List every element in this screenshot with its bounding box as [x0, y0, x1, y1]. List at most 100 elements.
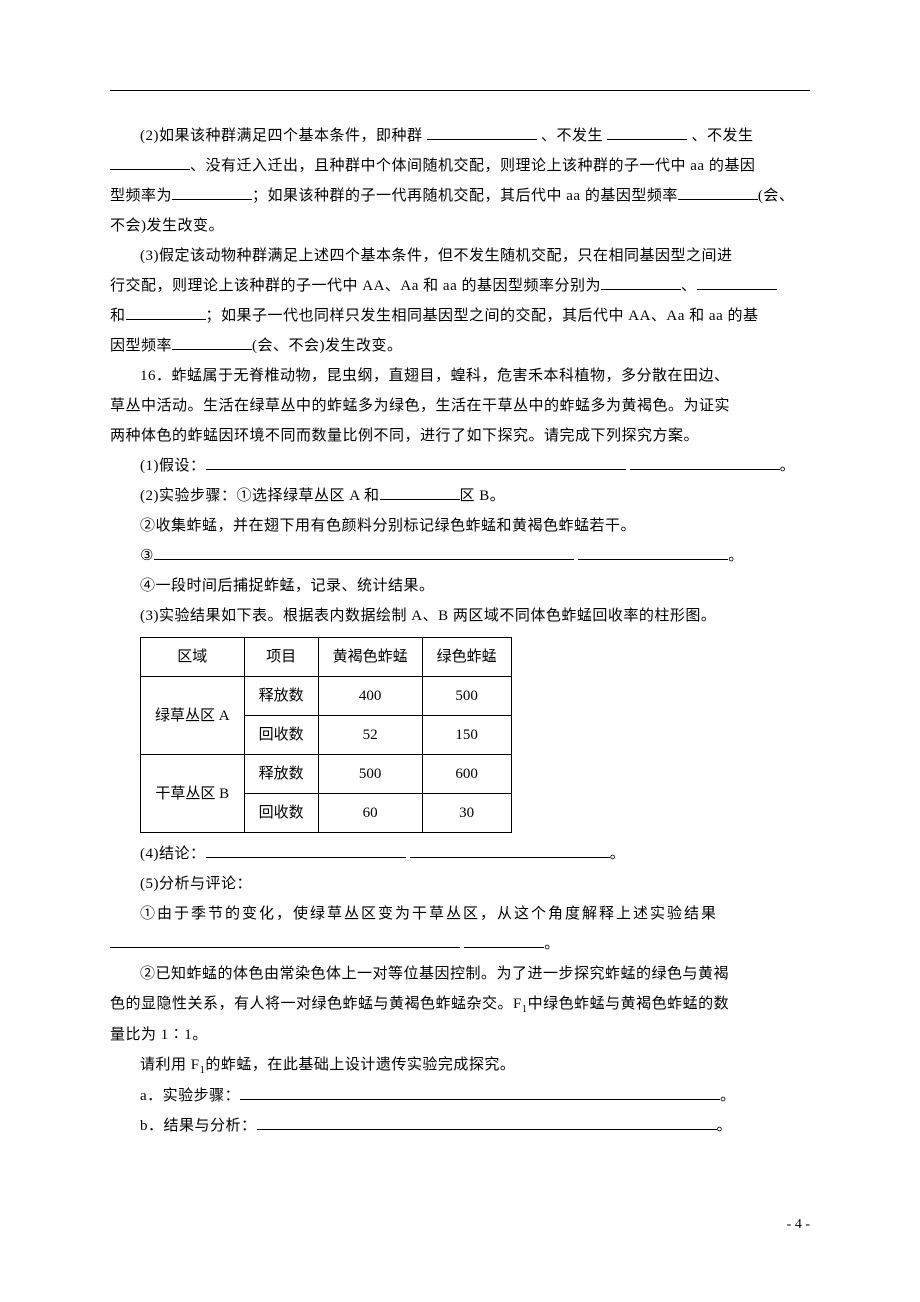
- text: (2)如果该种群满足四个基本条件，即种群: [140, 128, 423, 144]
- col-item: 项目: [244, 638, 318, 677]
- blank: [126, 306, 206, 321]
- cell: 150: [422, 716, 511, 755]
- text: 、不发生: [692, 128, 754, 144]
- step-b: b．结果与分析： 。: [110, 1111, 810, 1141]
- q16-2-3: ③ 。: [110, 541, 810, 571]
- col-brown: 黄褐色蚱蜢: [318, 638, 422, 677]
- cell-region: 绿草丛区 A: [141, 677, 245, 755]
- blank: [110, 156, 190, 171]
- text: (3)实验结果如下表。根据表内数据绘制 A、B 两区域不同体色蚱蜢回收率的柱形图…: [140, 608, 716, 624]
- text: a．实验步骤：: [140, 1088, 240, 1104]
- blank: [206, 844, 406, 859]
- cell: 释放数: [244, 677, 318, 716]
- text: ②收集蚱蜢，并在翅下用有色颜料分别标记绿色蚱蜢和黄褐色蚱蜢若干。: [140, 518, 636, 534]
- text: 。: [610, 846, 626, 862]
- cell: 60: [318, 794, 422, 833]
- cell: 52: [318, 716, 422, 755]
- text: (会、: [758, 188, 795, 204]
- blank: [172, 186, 252, 201]
- q15-2-line2: 、没有迁入迁出，且种群中个体间随机交配，则理论上该种群的子一代中 aa 的基因: [110, 151, 810, 181]
- cell: 释放数: [244, 755, 318, 794]
- text: 区 B。: [460, 488, 506, 504]
- text: 因型频率: [110, 338, 172, 354]
- text: 。: [720, 1088, 736, 1104]
- table-header-row: 区域 项目 黄褐色蚱蜢 绿色蚱蜢: [141, 638, 512, 677]
- text: (2)实验步骤：①选择绿草丛区 A 和: [140, 488, 380, 504]
- text: (3)假定该动物种群满足上述四个基本条件，但不发生随机交配，只在相同基因型之间进: [140, 248, 733, 264]
- q16-5-1a: ①由于季节的变化，使绿草丛区变为干草丛区，从这个角度解释上述实验结果: [110, 899, 810, 929]
- cell: 600: [422, 755, 511, 794]
- q16-4: (4)结论： 。: [110, 839, 810, 869]
- text: 量比为 1∶1。: [110, 1027, 208, 1043]
- top-rule: [110, 90, 810, 91]
- q16-5-2-line3: 量比为 1∶1。: [110, 1020, 810, 1050]
- blank: [410, 844, 610, 859]
- text: 两种体色的蚱蜢因环境不同而数量比例不同，进行了如下探究。请完成下列探究方案。: [110, 428, 699, 444]
- col-green: 绿色蚱蜢: [422, 638, 511, 677]
- blank: [427, 126, 537, 141]
- text: 、: [681, 278, 697, 294]
- text: 型频率为: [110, 188, 172, 204]
- q15-3-line2: 行交配，则理论上该种群的子一代中 AA、Aa 和 aa 的基因型频率分别为 、: [110, 271, 810, 301]
- cell: 30: [422, 794, 511, 833]
- q15-2-line3: 型频率为 ；如果该种群的子一代再随机交配，其后代中 aa 的基因型频率 (会、: [110, 181, 810, 211]
- q15-3-line3: 和 ；如果子一代也同样只发生相同基因型之间的交配，其后代中 AA、Aa 和 aa …: [110, 301, 810, 331]
- col-region: 区域: [141, 638, 245, 677]
- q16-lead-3: 两种体色的蚱蜢因环境不同而数量比例不同，进行了如下探究。请完成下列探究方案。: [110, 421, 810, 451]
- blank: [380, 486, 460, 501]
- text: 。: [544, 936, 560, 952]
- text: (1)假设：: [140, 458, 206, 474]
- text: (5)分析与评论：: [140, 876, 252, 892]
- blank: [110, 934, 460, 949]
- q16-1: (1)假设： 。: [110, 451, 810, 481]
- text: ④一段时间后捕捉蚱蜢，记录、统计结果。: [140, 578, 435, 594]
- text: 和: [110, 308, 126, 324]
- text: 、没有迁入迁出，且种群中个体间随机交配，则理论上该种群的子一代中 aa 的基因: [190, 158, 755, 174]
- blank: [240, 1086, 720, 1101]
- result-table: 区域 项目 黄褐色蚱蜢 绿色蚱蜢 绿草丛区 A 释放数 400 500 回收数 …: [140, 637, 512, 833]
- cell-region: 干草丛区 B: [141, 755, 245, 833]
- text: 的蚱蜢，在此基础上设计遗传实验完成探究。: [205, 1057, 515, 1073]
- cell: 回收数: [244, 716, 318, 755]
- text: b．结果与分析：: [140, 1118, 257, 1134]
- text: ；如果该种群的子一代再随机交配，其后代中 aa 的基因型频率: [252, 188, 678, 204]
- text: 不会)发生改变。: [110, 218, 224, 234]
- blank: [607, 126, 687, 141]
- q15-2-line1: (2)如果该种群满足四个基本条件，即种群 、不发生 、不发生: [110, 121, 810, 151]
- cell: 500: [422, 677, 511, 716]
- text: 。: [728, 548, 744, 564]
- q16-5-2-line4: 请利用 F1的蚱蜢，在此基础上设计遗传实验完成探究。: [110, 1050, 810, 1081]
- blank: [172, 336, 252, 351]
- cell: 回收数: [244, 794, 318, 833]
- text: (会、不会)发生改变。: [252, 338, 403, 354]
- text: 中绿色蚱蜢与黄褐色蚱蜢的数: [528, 996, 730, 1012]
- table-row: 绿草丛区 A 释放数 400 500: [141, 677, 512, 716]
- text: ；如果子一代也同样只发生相同基因型之间的交配，其后代中 AA、Aa 和 aa 的…: [206, 308, 759, 324]
- blank: [630, 456, 780, 471]
- q15-2-line4: 不会)发生改变。: [110, 211, 810, 241]
- text: ③: [140, 548, 154, 564]
- blank: [206, 456, 626, 471]
- text: 。: [717, 1118, 733, 1134]
- q16-2-1: (2)实验步骤：①选择绿草丛区 A 和 区 B。: [110, 481, 810, 511]
- cell: 400: [318, 677, 422, 716]
- blank: [464, 934, 544, 949]
- text: 请利用 F: [140, 1057, 200, 1073]
- q16-5: (5)分析与评论：: [110, 869, 810, 899]
- q16-5-1b: 。: [110, 929, 810, 959]
- q16-2-2: ②收集蚱蜢，并在翅下用有色颜料分别标记绿色蚱蜢和黄褐色蚱蜢若干。: [110, 511, 810, 541]
- q16-2-4: ④一段时间后捕捉蚱蜢，记录、统计结果。: [110, 571, 810, 601]
- text: 色的显隐性关系，有人将一对绿色蚱蜢与黄褐色蚱蜢杂交。F: [110, 996, 522, 1012]
- text: 16．蚱蜢属于无脊椎动物，昆虫纲，直翅目，蝗科，危害禾本科植物，多分散在田边、: [140, 368, 730, 384]
- step-a: a．实验步骤： 。: [110, 1081, 810, 1111]
- blank: [678, 186, 758, 201]
- q15-3-line4: 因型频率 (会、不会)发生改变。: [110, 331, 810, 361]
- blank: [697, 276, 777, 291]
- q16-5-2-line1: ②已知蚱蜢的体色由常染色体上一对等位基因控制。为了进一步探究蚱蜢的绿色与黄褐: [110, 959, 810, 989]
- text: (4)结论：: [140, 846, 206, 862]
- text: ①由于季节的变化，使绿草丛区变为干草丛区，从这个角度解释上述实验结果: [140, 906, 718, 922]
- blank: [154, 546, 574, 561]
- text: 行交配，则理论上该种群的子一代中 AA、Aa 和 aa 的基因型频率分别为: [110, 278, 601, 294]
- table-row: 干草丛区 B 释放数 500 600: [141, 755, 512, 794]
- blank: [601, 276, 681, 291]
